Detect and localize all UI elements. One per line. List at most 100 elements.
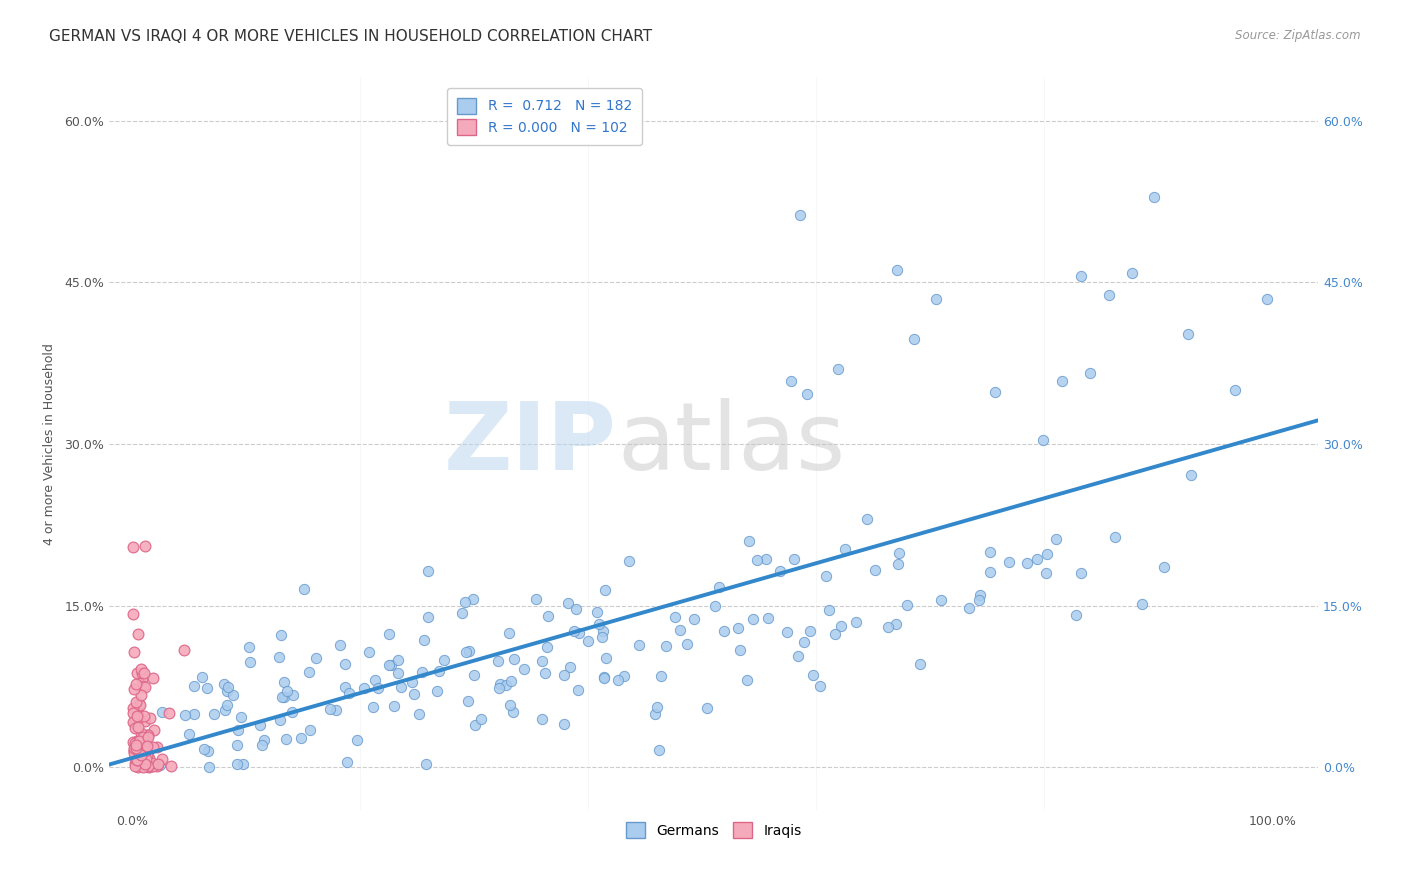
Point <box>416 610 439 624</box>
Point <box>141 756 163 770</box>
Point <box>125 742 148 756</box>
Point <box>415 756 437 771</box>
Point <box>834 542 856 557</box>
Point <box>319 701 342 715</box>
Point <box>238 640 260 654</box>
Point <box>1032 434 1054 448</box>
Point <box>128 747 150 762</box>
Point <box>568 626 591 640</box>
Point <box>124 715 146 730</box>
Point <box>1143 189 1166 203</box>
Point <box>125 677 148 691</box>
Point <box>793 635 815 649</box>
Point <box>121 540 143 554</box>
Point <box>150 705 173 719</box>
Point <box>745 553 768 567</box>
Point <box>127 753 149 767</box>
Point <box>325 703 347 717</box>
Point <box>283 688 305 702</box>
Point <box>217 681 239 695</box>
Point <box>124 714 146 729</box>
Point <box>903 332 925 346</box>
Point <box>889 546 911 560</box>
Point <box>1026 551 1049 566</box>
Point <box>567 682 589 697</box>
Point <box>122 701 145 715</box>
Point <box>755 551 778 566</box>
Point <box>124 759 146 773</box>
Point <box>389 681 412 695</box>
Point <box>783 552 806 566</box>
Point <box>969 587 991 601</box>
Point <box>713 624 735 639</box>
Point <box>129 748 152 763</box>
Point <box>124 756 146 770</box>
Point <box>157 706 180 721</box>
Point <box>664 609 686 624</box>
Point <box>696 701 718 715</box>
Point <box>499 698 522 713</box>
Point <box>131 672 153 686</box>
Point <box>127 627 149 641</box>
Point <box>215 698 238 712</box>
Point <box>457 644 479 658</box>
Point <box>124 736 146 750</box>
Point <box>886 617 908 632</box>
Point <box>683 612 706 626</box>
Point <box>128 698 150 712</box>
Point <box>122 715 145 730</box>
Point <box>214 703 236 717</box>
Point <box>741 612 763 626</box>
Point <box>1256 292 1278 306</box>
Point <box>135 752 157 766</box>
Point <box>122 743 145 757</box>
Point <box>127 760 149 774</box>
Point <box>1035 566 1057 580</box>
Point <box>122 740 145 755</box>
Point <box>131 747 153 762</box>
Point <box>727 621 749 635</box>
Point <box>134 737 156 751</box>
Point <box>830 619 852 633</box>
Point <box>276 684 298 698</box>
Point <box>128 697 150 711</box>
Point <box>887 557 910 571</box>
Point <box>650 669 672 683</box>
Point <box>367 681 389 695</box>
Point <box>273 690 295 704</box>
Point <box>789 208 811 222</box>
Point <box>524 592 547 607</box>
Point <box>627 638 650 652</box>
Point <box>173 642 195 657</box>
Point <box>129 688 152 702</box>
Point <box>498 626 520 640</box>
Point <box>141 759 163 773</box>
Point <box>908 657 931 672</box>
Point <box>808 679 831 693</box>
Y-axis label: 4 or more Vehicles in Household: 4 or more Vehicles in Household <box>44 343 56 545</box>
Point <box>305 651 328 665</box>
Point <box>353 681 375 695</box>
Point <box>146 759 169 773</box>
Point <box>270 628 292 642</box>
Point <box>886 262 908 277</box>
Point <box>364 673 387 687</box>
Point <box>135 747 157 762</box>
Point <box>274 731 297 746</box>
Point <box>125 695 148 709</box>
Point <box>411 665 433 679</box>
Point <box>124 738 146 752</box>
Point <box>644 706 666 721</box>
Point <box>136 728 159 742</box>
Point <box>486 654 509 668</box>
Point <box>124 721 146 735</box>
Point <box>142 723 165 738</box>
Point <box>707 580 730 594</box>
Point <box>1121 266 1143 280</box>
Point <box>160 759 183 773</box>
Point <box>128 737 150 751</box>
Point <box>924 292 946 306</box>
Point <box>131 680 153 694</box>
Point <box>457 694 479 708</box>
Point <box>735 673 758 688</box>
